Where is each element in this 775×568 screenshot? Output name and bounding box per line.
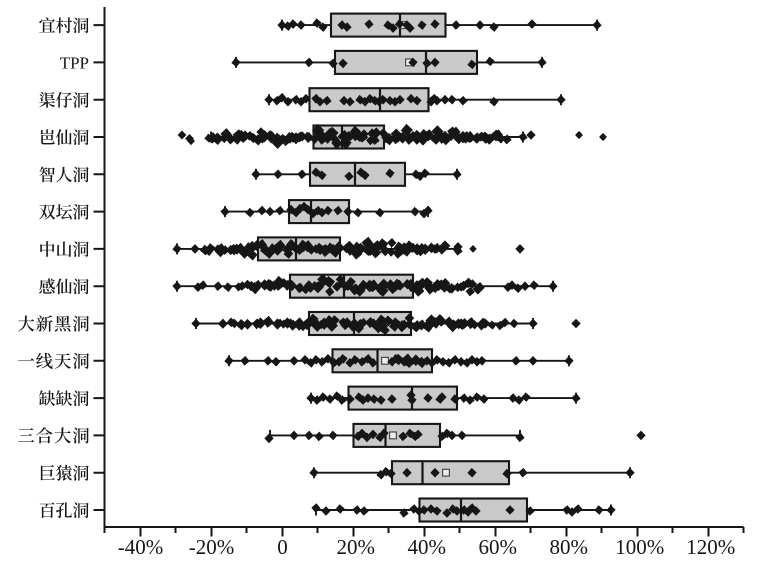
svg-text:-40%: -40% xyxy=(118,535,164,559)
svg-text:-20%: -20% xyxy=(189,535,235,559)
svg-text:20%: 20% xyxy=(336,535,375,559)
svg-text:80%: 80% xyxy=(549,535,588,559)
svg-text:100%: 100% xyxy=(615,535,664,559)
svg-text:40%: 40% xyxy=(407,535,446,559)
svg-text:TPP: TPP xyxy=(60,54,89,73)
svg-text:0: 0 xyxy=(277,535,288,559)
svg-text:60%: 60% xyxy=(478,535,517,559)
svg-text:120%: 120% xyxy=(686,535,735,559)
